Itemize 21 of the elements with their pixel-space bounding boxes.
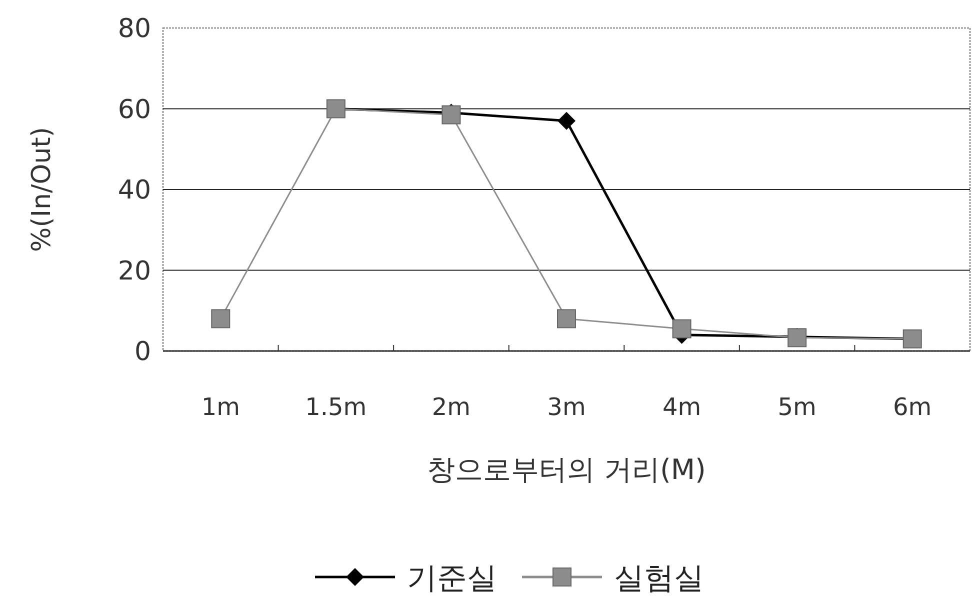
y-axis-title: %(In/Out)	[27, 126, 57, 252]
y-tick-label: 40	[118, 176, 151, 206]
x-tick-label: 2m	[432, 393, 471, 421]
x-tick-label: 3m	[547, 393, 586, 421]
y-tick-label: 20	[118, 256, 151, 286]
legend-label: 기준실	[407, 561, 497, 596]
y-tick-label: 0	[134, 337, 151, 367]
x-tick-label: 1m	[201, 393, 240, 421]
y-tick-label: 60	[118, 94, 151, 125]
legend-label: 실험실	[614, 561, 704, 596]
point	[672, 319, 692, 338]
x-tick-label: 6m	[893, 393, 932, 421]
y-tick-label: 80	[118, 14, 151, 44]
x-tick-label: 1.5m	[305, 393, 367, 421]
point	[211, 309, 230, 328]
x-tick-label: 5m	[778, 393, 816, 421]
x-tick-label: 4m	[662, 393, 702, 421]
point	[557, 309, 576, 328]
point	[558, 112, 576, 130]
x-axis-title: 창으로부터의 거리(M)	[427, 453, 706, 486]
point	[442, 105, 461, 124]
